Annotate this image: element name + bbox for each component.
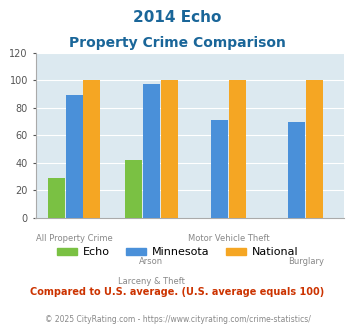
Bar bbox=[288, 121, 305, 218]
Text: 2014 Echo: 2014 Echo bbox=[133, 10, 222, 25]
Text: Property Crime Comparison: Property Crime Comparison bbox=[69, 36, 286, 50]
Text: All Property Crime: All Property Crime bbox=[36, 234, 113, 243]
Text: Arson: Arson bbox=[139, 257, 163, 266]
Text: Larceny & Theft: Larceny & Theft bbox=[118, 277, 185, 286]
Bar bbox=[125, 160, 142, 218]
Legend: Echo, Minnesota, National: Echo, Minnesota, National bbox=[57, 248, 298, 257]
Text: © 2025 CityRating.com - https://www.cityrating.com/crime-statistics/: © 2025 CityRating.com - https://www.city… bbox=[45, 315, 310, 324]
Bar bbox=[66, 95, 83, 218]
Text: Compared to U.S. average. (U.S. average equals 100): Compared to U.S. average. (U.S. average … bbox=[31, 287, 324, 297]
Text: Motor Vehicle Theft: Motor Vehicle Theft bbox=[188, 234, 269, 243]
Bar bbox=[143, 84, 160, 218]
Bar bbox=[229, 80, 246, 218]
Bar bbox=[306, 80, 323, 218]
Bar bbox=[161, 80, 178, 218]
Bar bbox=[211, 120, 228, 218]
Bar bbox=[83, 80, 100, 218]
Bar bbox=[48, 178, 65, 218]
Text: Burglary: Burglary bbox=[288, 257, 324, 266]
